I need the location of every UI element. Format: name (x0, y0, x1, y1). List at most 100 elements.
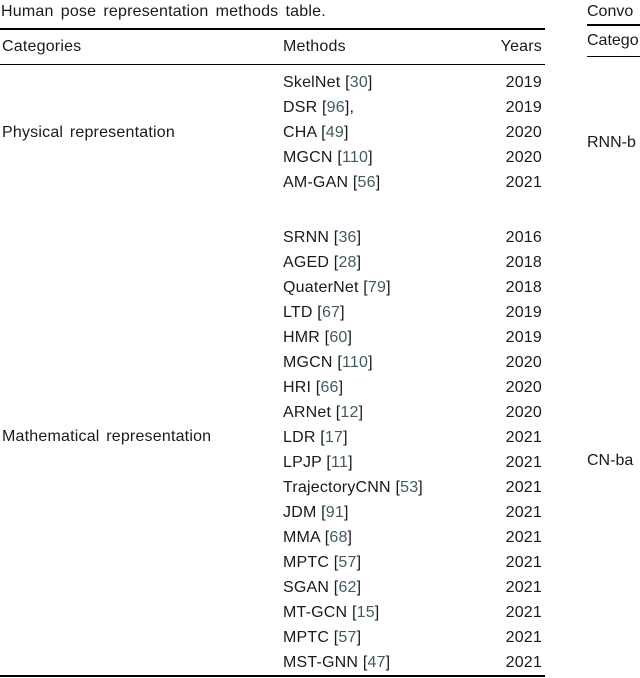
table-row: LDR [17] 2021 (283, 425, 545, 450)
table-row: TrajectoryCNN [53] 2021 (283, 475, 545, 500)
adjacent-column-table-clipped: Convo Catego RNN-b CN-ba (587, 0, 640, 469)
method-cell: AGED [28] (283, 254, 362, 271)
citation-link[interactable]: 91 (325, 504, 344, 521)
citation-link[interactable]: 110 (341, 354, 369, 371)
citation-link[interactable]: 15 (356, 604, 375, 621)
table-row: MMA [68] 2021 (283, 525, 545, 550)
year-cell: 2018 (505, 254, 542, 271)
year-cell: 2021 (505, 604, 542, 621)
citation-link[interactable]: 67 (321, 304, 341, 321)
adjacent-table-caption-fragment: Convo (587, 3, 634, 20)
group-rows: SkelNet [30] 2019 DSR [96], 2019 CHA [49] 202… (283, 70, 545, 195)
citation-link[interactable]: 66 (320, 379, 339, 396)
method-cell: SGAN [62] (283, 579, 362, 596)
column-header-years: Years (500, 38, 542, 55)
citation-link[interactable]: 28 (338, 254, 357, 271)
year-cell: 2021 (505, 529, 542, 546)
category-group: Mathematical representation SRNN [36] 2016… (0, 225, 545, 675)
method-cell: MST-GNN [47] (283, 654, 391, 671)
citation-link[interactable]: 47 (367, 654, 386, 671)
citation-link[interactable]: 56 (357, 174, 376, 191)
year-cell: 2021 (505, 479, 542, 496)
table-row: SkelNet [30] 2019 (283, 70, 545, 95)
citation-link[interactable]: 36 (338, 229, 357, 246)
method-cell: AM-GAN [56] (283, 174, 381, 191)
method-cell: LDR [17] (283, 429, 348, 446)
year-cell: 2020 (505, 379, 542, 396)
pose-representation-table: Human pose representation methods table.… (0, 3, 545, 677)
method-cell: LPJP [11] (283, 454, 353, 471)
year-cell: 2020 (505, 149, 542, 166)
year-cell: 2021 (505, 654, 542, 671)
table-row: MST-GNN [47] 2021 (283, 650, 545, 675)
method-cell: LTD [67] (283, 304, 345, 321)
table-row: AM-GAN [56] 2021 (283, 170, 545, 195)
citation-link[interactable]: 79 (367, 279, 387, 296)
year-cell: 2020 (505, 354, 542, 371)
table-row: LTD [67] 2019 (283, 300, 545, 325)
year-cell: 2019 (505, 329, 542, 346)
method-cell: JDM [91] (283, 504, 349, 521)
table-row: ARNet [12] 2020 (283, 400, 545, 425)
citation-link[interactable]: 57 (338, 554, 357, 571)
column-header-categories: Categories (2, 38, 82, 55)
table-bottom-rule (0, 675, 545, 677)
year-cell: 2021 (505, 579, 542, 596)
table-row: MPTC [57] 2021 (283, 550, 545, 575)
method-cell: MGCN [110] (283, 354, 373, 371)
table-top-rule (0, 28, 545, 30)
citation-link[interactable]: 11 (331, 454, 349, 471)
method-cell: ARNet [12] (283, 404, 364, 421)
citation-link[interactable]: 12 (340, 404, 359, 421)
year-cell: 2019 (505, 99, 542, 116)
citation-link[interactable]: 49 (325, 124, 344, 141)
table-row: AGED [28] 2018 (283, 250, 545, 275)
citation-link[interactable]: 96 (326, 99, 345, 116)
table-row: SRNN [36] 2016 (283, 225, 545, 250)
table-row: JDM [91] 2021 (283, 500, 545, 525)
group-rows: SRNN [36] 2016 AGED [28] 2018 QuaterNet [79]… (283, 225, 545, 675)
table-row: HRI [66] 2020 (283, 375, 545, 400)
citation-link[interactable]: 30 (349, 74, 368, 91)
category-label: Physical representation (2, 123, 175, 141)
year-cell: 2020 (505, 404, 542, 421)
adjacent-table-header-fragment: Catego (587, 32, 639, 49)
table-row: MPTC [57] 2021 (283, 625, 545, 650)
table-mid-rule (0, 64, 545, 65)
year-cell: 2021 (505, 454, 542, 471)
year-cell: 2020 (505, 124, 542, 141)
citation-link[interactable]: 53 (400, 479, 419, 496)
method-cell: HMR [60] (283, 329, 353, 346)
category-label: Mathematical representation (2, 428, 212, 445)
table-body: Physical representation SkelNet [30] 2019 D… (0, 65, 545, 675)
table-row: SGAN [62] 2021 (283, 575, 545, 600)
method-cell: QuaterNet [79] (283, 279, 391, 296)
method-cell: MGCN [110] (283, 149, 373, 166)
method-cell: SRNN [36] (283, 229, 362, 246)
citation-link[interactable]: 110 (341, 149, 369, 166)
method-cell: HRI [66] (283, 379, 344, 396)
year-cell: 2021 (505, 174, 542, 191)
citation-link[interactable]: 62 (338, 579, 357, 596)
method-cell: MPTC [57] (283, 554, 362, 571)
table-row: DSR [96], 2019 (283, 95, 545, 120)
adjacent-table-mid-rule (587, 56, 640, 57)
table-caption: Human pose representation methods table. (1, 3, 326, 20)
adjacent-category-fragment: RNN-b (587, 134, 636, 151)
year-cell: 2021 (505, 554, 542, 571)
table-row: MGCN [110] 2020 (283, 145, 545, 170)
citation-link[interactable]: 68 (329, 529, 348, 546)
method-cell: MT-GCN [15] (283, 604, 380, 621)
adjacent-table-top-rule (587, 24, 640, 26)
citation-link[interactable]: 57 (338, 629, 357, 646)
year-cell: 2016 (505, 229, 542, 246)
citation-link[interactable]: 60 (329, 329, 348, 346)
table-row: MT-GCN [15] 2021 (283, 600, 545, 625)
table-row: HMR [60] 2019 (283, 325, 545, 350)
method-cell: DSR [96], (283, 99, 355, 116)
category-group: Physical representation SkelNet [30] 2019 D… (0, 70, 545, 195)
citation-link[interactable]: 17 (324, 429, 344, 446)
year-cell: 2021 (505, 504, 542, 521)
column-header-methods: Methods (283, 38, 346, 55)
year-cell: 2021 (505, 429, 542, 446)
